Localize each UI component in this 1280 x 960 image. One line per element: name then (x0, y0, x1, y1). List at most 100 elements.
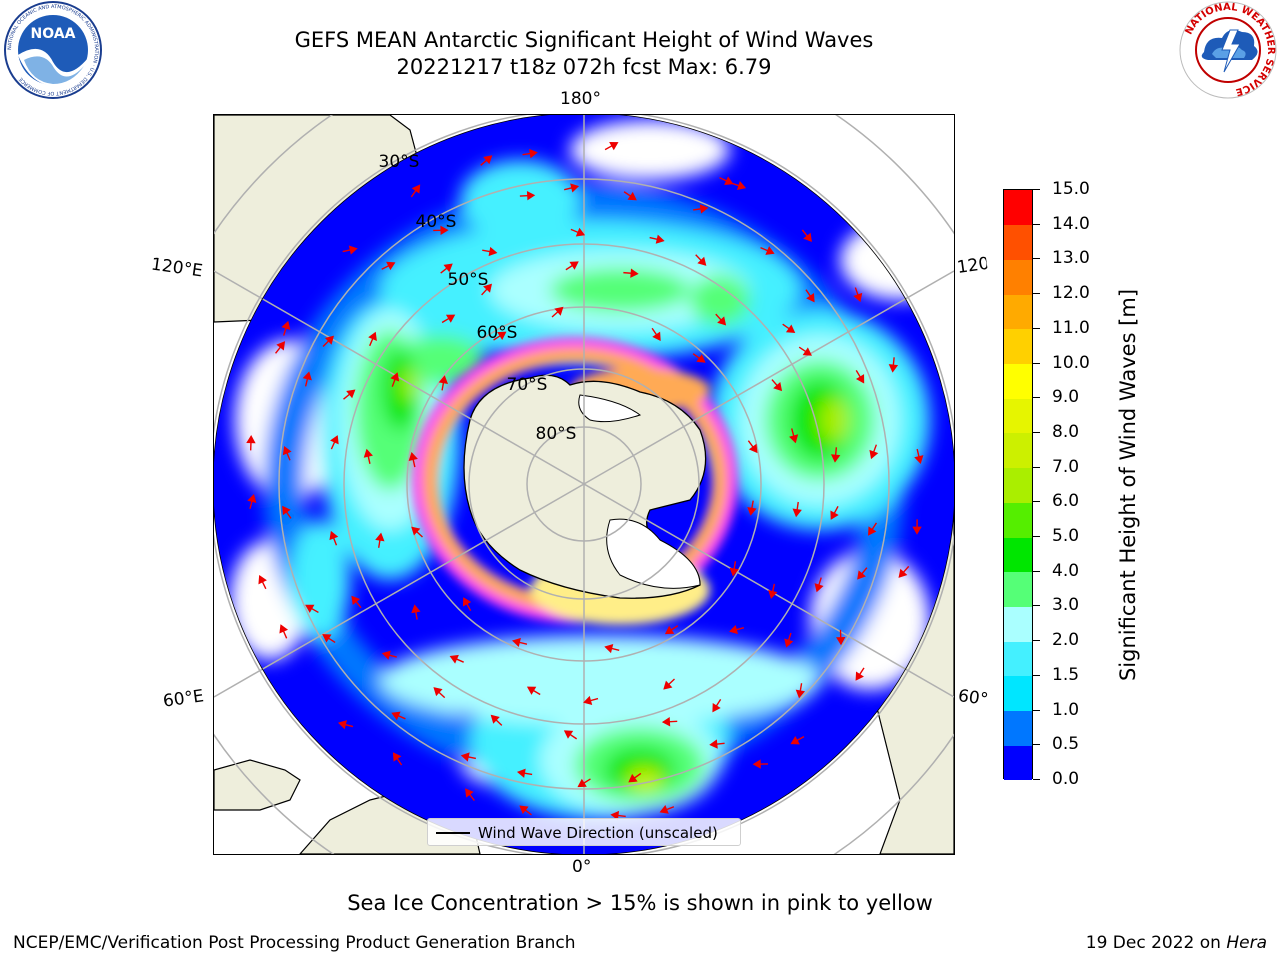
colorbar-segment (1004, 710, 1032, 746)
lat-label-60s: 60°S (476, 323, 518, 343)
wave-direction-arrowhead (814, 583, 824, 593)
colorbar-tick-label: 14.0 (1052, 213, 1090, 234)
wave-direction-arrowhead (305, 604, 315, 613)
wave-direction-arrowhead (276, 341, 286, 351)
colorbar-tick-label: 11.0 (1052, 317, 1090, 338)
wave-direction-arrowhead (898, 568, 908, 578)
colorbar-segment (1004, 675, 1032, 712)
wave-direction-arrowhead (768, 590, 778, 599)
wave-direction-arrowhead (830, 454, 841, 463)
colorbar-tick-mark (1033, 258, 1040, 260)
wave-direction-arrowhead (577, 778, 587, 788)
lon-label-120e: 120°E (149, 254, 204, 282)
wave-direction-arrowhead (511, 637, 521, 648)
wave-direction-arrowhead (526, 686, 537, 695)
wave-direction-arrowhead (443, 263, 453, 273)
colorbar-tick-label: 7.0 (1052, 456, 1080, 477)
map-panel (214, 115, 954, 854)
wave-direction-arrowhead (604, 643, 614, 654)
colorbar (1003, 189, 1033, 781)
wave-height-field (214, 115, 954, 854)
map-legend: Wind Wave Direction (unscaled) (427, 818, 741, 846)
lat-label-40s: 40°S (415, 212, 457, 232)
wave-direction-arrowhead (712, 702, 721, 713)
wave-direction-arrowhead (802, 347, 812, 356)
colorbar-segment (1004, 294, 1032, 330)
wave-direction-arrowhead (390, 372, 400, 382)
wave-direction-arrowhead (368, 331, 377, 341)
wave-direction-arrowhead (785, 324, 796, 333)
colorbar-segment (1004, 641, 1032, 677)
lat-label-70s: 70°S (506, 375, 548, 395)
colorbar-tick-label: 0.0 (1052, 769, 1080, 789)
wave-direction-arrowhead (483, 283, 493, 293)
legend-label: Wind Wave Direction (unscaled) (478, 824, 718, 842)
wave-direction-arrowhead (392, 752, 402, 762)
wave-direction-arrowhead (729, 625, 739, 635)
wave-direction-arrowhead (363, 448, 373, 458)
weddell-sea-ice (606, 518, 701, 589)
wave-direction-arrowhead (729, 567, 739, 577)
wave-direction-arrowhead (322, 634, 332, 643)
colorbar-tick-label: 9.0 (1052, 387, 1080, 408)
colorbar-tick-label: 1.0 (1052, 699, 1080, 720)
colorbar-tick-mark (1033, 709, 1040, 711)
colorbar-tick-mark (1033, 744, 1040, 746)
wave-direction-arrowhead (773, 381, 783, 392)
colorbar-tick-mark (1033, 536, 1040, 538)
wave-direction-arrowhead (338, 720, 348, 730)
wave-direction-arrowhead (784, 638, 794, 648)
colorbar-tick-label: 1.5 (1052, 664, 1080, 685)
colorbar-segment (1004, 606, 1032, 642)
wave-direction-arrowhead (282, 445, 292, 456)
wave-direction-arrowhead (663, 680, 673, 690)
wave-direction-arrowhead (529, 148, 538, 159)
lat-label-80s: 80°S (535, 424, 577, 444)
wave-direction-arrowhead (519, 805, 529, 815)
wave-direction-arrowhead (789, 434, 799, 444)
wave-direction-arrowhead (610, 810, 620, 821)
wave-direction-arrowhead (792, 508, 802, 518)
colorbar-tick-mark (1033, 223, 1040, 225)
colorbar-tick-mark (1033, 397, 1040, 399)
colorbar-segment (1004, 398, 1032, 434)
wave-direction-arrowhead (246, 435, 256, 444)
wave-direction-arrowhead (351, 595, 361, 605)
colorbar-tick-label: 5.0 (1052, 526, 1080, 547)
wave-direction-arrowhead (348, 245, 358, 255)
wave-direction-arrowhead (724, 176, 734, 185)
wave-direction-arrowhead (281, 320, 291, 330)
colorbar-segment (1004, 537, 1032, 573)
colorbar-segment (1004, 502, 1032, 538)
wave-direction-arrowhead (438, 375, 449, 385)
lon-label-60w: 60°W (956, 686, 990, 710)
wave-direction-arrowhead (835, 636, 846, 646)
wave-direction-arrowhead (516, 768, 526, 778)
wave-direction-arrowhead (857, 570, 866, 580)
wave-direction-arrowhead (569, 261, 579, 270)
wave-direction-arrowhead (914, 455, 924, 465)
wind-wave-arrows (246, 141, 924, 821)
wave-direction-arrowhead (869, 449, 879, 460)
wave-direction-arrowhead (583, 695, 593, 706)
colorbar-tick-mark (1033, 466, 1040, 468)
wave-direction-arrowhead (282, 505, 291, 516)
colorbar-tick-mark (1033, 605, 1040, 607)
colorbar-tick-label: 3.0 (1052, 595, 1080, 616)
wave-direction-arrowhead (330, 435, 339, 445)
date-text: 19 Dec 2022 on (1085, 933, 1221, 953)
wave-direction-arrowhead (752, 759, 761, 769)
colorbar-tick-label: 15.0 (1052, 179, 1090, 199)
wave-direction-arrowhead (460, 752, 470, 762)
colorbar-tick-mark (1033, 501, 1040, 503)
colorbar-tick-label: 4.0 (1052, 560, 1080, 581)
wave-direction-arrowhead (747, 507, 757, 516)
wave-direction-arrowhead (563, 730, 574, 739)
wave-direction-arrowhead (717, 316, 727, 326)
lon-label-0: 0° (572, 857, 592, 877)
wave-direction-arrowhead (736, 181, 747, 190)
wave-direction-arrowhead (324, 335, 334, 345)
host-name: Hera (1226, 933, 1267, 953)
wave-direction-arrowhead (630, 268, 639, 278)
lat-label-30s: 30°S (378, 152, 420, 172)
